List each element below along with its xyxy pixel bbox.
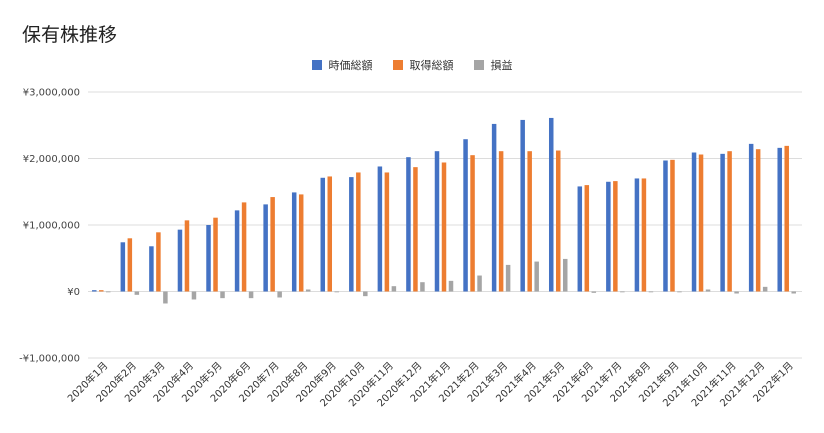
bar bbox=[349, 177, 354, 292]
bar bbox=[784, 145, 789, 292]
bar bbox=[748, 143, 754, 292]
bar bbox=[406, 157, 411, 292]
bar bbox=[720, 153, 725, 292]
bar bbox=[606, 181, 611, 292]
bar bbox=[505, 264, 511, 292]
bar bbox=[755, 149, 761, 292]
bar bbox=[441, 162, 447, 292]
bar bbox=[92, 290, 97, 292]
bar bbox=[791, 291, 796, 294]
legend-item-market-value[interactable]: 時価総額 bbox=[311, 57, 373, 73]
bar bbox=[677, 291, 682, 293]
bar bbox=[448, 280, 454, 292]
bar bbox=[156, 232, 161, 292]
bar bbox=[163, 291, 168, 304]
bar bbox=[298, 194, 304, 292]
bar bbox=[120, 242, 126, 292]
bar bbox=[327, 176, 333, 292]
bar bbox=[206, 225, 211, 292]
bar bbox=[248, 291, 254, 299]
bar bbox=[470, 155, 475, 292]
bar bbox=[555, 150, 561, 292]
bar bbox=[384, 172, 390, 292]
y-tick-label: ¥1,000,000 bbox=[23, 221, 80, 232]
bar bbox=[762, 286, 768, 292]
bar bbox=[434, 151, 440, 292]
bar bbox=[534, 261, 539, 292]
bar bbox=[527, 151, 532, 292]
bar bbox=[413, 167, 418, 292]
bar bbox=[420, 282, 425, 292]
bar bbox=[270, 197, 275, 292]
bar bbox=[648, 291, 654, 293]
bar bbox=[613, 181, 618, 292]
y-tick-label: ¥0 bbox=[67, 287, 80, 298]
legend-label-market-value: 時価総額 bbox=[328, 59, 373, 72]
bar bbox=[177, 229, 183, 292]
legend-item-cost[interactable]: 取得総額 bbox=[392, 57, 454, 73]
bar bbox=[705, 289, 711, 292]
bar bbox=[463, 139, 468, 292]
legend-label-profit: 損益 bbox=[490, 59, 513, 72]
bar bbox=[234, 210, 240, 292]
bar bbox=[356, 172, 361, 292]
bar bbox=[620, 291, 625, 293]
bar bbox=[320, 177, 326, 292]
legend-swatch-cost bbox=[392, 60, 403, 70]
bar bbox=[641, 178, 647, 292]
bar bbox=[520, 119, 525, 292]
y-tick-label: ¥2,000,000 bbox=[23, 154, 80, 165]
bar bbox=[391, 286, 397, 292]
bar bbox=[277, 291, 282, 298]
bar bbox=[734, 291, 739, 294]
bar bbox=[305, 289, 311, 292]
bar bbox=[663, 160, 668, 292]
bar bbox=[191, 291, 197, 300]
bar bbox=[477, 275, 482, 292]
bar bbox=[377, 166, 383, 292]
bar bbox=[149, 246, 154, 292]
bar bbox=[241, 202, 247, 292]
bar bbox=[691, 152, 697, 292]
bar bbox=[127, 238, 133, 292]
bar bbox=[134, 291, 140, 295]
bar bbox=[727, 151, 732, 292]
bar bbox=[498, 151, 504, 292]
bar bbox=[106, 291, 111, 293]
y-tick-label: ¥3,000,000 bbox=[23, 88, 80, 99]
bar bbox=[491, 123, 497, 292]
bar bbox=[334, 291, 340, 293]
bar bbox=[184, 220, 190, 292]
bar bbox=[213, 217, 218, 292]
bar bbox=[363, 291, 368, 297]
bar bbox=[577, 186, 583, 292]
bar bbox=[584, 185, 590, 292]
bar bbox=[562, 258, 568, 292]
chart-title: 保有株推移 bbox=[22, 24, 118, 46]
bar bbox=[634, 178, 640, 292]
bar bbox=[670, 159, 675, 292]
bar bbox=[777, 147, 782, 292]
bar bbox=[220, 291, 225, 299]
legend-swatch-profit bbox=[473, 60, 484, 70]
bar bbox=[698, 154, 704, 292]
legend-item-profit[interactable]: 損益 bbox=[473, 57, 513, 73]
legend-label-cost: 取得総額 bbox=[409, 59, 454, 72]
bar bbox=[291, 192, 297, 292]
bar bbox=[99, 290, 104, 292]
legend-swatch-market-value bbox=[311, 60, 322, 70]
legend: 時価総額 取得総額 損益 bbox=[0, 57, 824, 73]
y-tick-label: -¥1,000,000 bbox=[19, 354, 80, 365]
bar bbox=[548, 117, 554, 292]
bar bbox=[263, 204, 268, 292]
bar bbox=[591, 291, 597, 293]
